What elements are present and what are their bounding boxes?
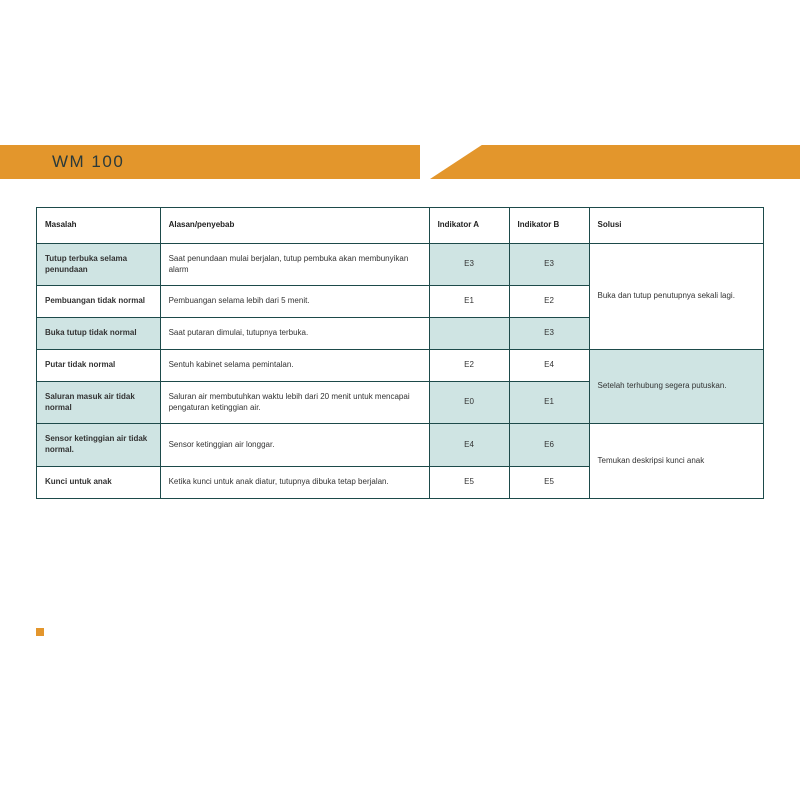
cell-masalah: Kunci untuk anak — [37, 466, 161, 498]
title-bar-wedge — [430, 145, 800, 179]
cell-indikator-b: E5 — [509, 466, 589, 498]
cell-alasan: Pembuangan selama lebih dari 5 menit. — [160, 286, 429, 318]
cell-masalah: Tutup terbuka selama penundaan — [37, 243, 161, 286]
table-row: Sensor ketinggian air tidak normal.Senso… — [37, 424, 764, 467]
error-table: Masalah Alasan/penyebab Indikator A Indi… — [36, 207, 764, 499]
cell-indikator-a: E5 — [429, 466, 509, 498]
cell-indikator-a: E4 — [429, 424, 509, 467]
col-header-masalah: Masalah — [37, 208, 161, 244]
cell-alasan: Sensor ketinggian air longgar. — [160, 424, 429, 467]
cell-alasan: Ketika kunci untuk anak diatur, tutupnya… — [160, 466, 429, 498]
cell-masalah: Buka tutup tidak normal — [37, 318, 161, 350]
cell-indikator-b: E4 — [509, 349, 589, 381]
cell-masalah: Pembuangan tidak normal — [37, 286, 161, 318]
cell-indikator-b: E2 — [509, 286, 589, 318]
table-head: Masalah Alasan/penyebab Indikator A Indi… — [37, 208, 764, 244]
table-row: Tutup terbuka selama penundaanSaat penun… — [37, 243, 764, 286]
cell-indikator-a: E3 — [429, 243, 509, 286]
table-body: Tutup terbuka selama penundaanSaat penun… — [37, 243, 764, 498]
cell-indikator-b: E1 — [509, 381, 589, 424]
cell-masalah: Saluran masuk air tidak normal — [37, 381, 161, 424]
col-header-indA: Indikator A — [429, 208, 509, 244]
cell-indikator-b: E3 — [509, 318, 589, 350]
col-header-alasan: Alasan/penyebab — [160, 208, 429, 244]
cell-indikator-b: E6 — [509, 424, 589, 467]
footer-square-icon — [36, 628, 44, 636]
error-table-container: Masalah Alasan/penyebab Indikator A Indi… — [36, 207, 764, 499]
col-header-indB: Indikator B — [509, 208, 589, 244]
cell-solusi: Setelah terhubung segera putuskan. — [589, 349, 764, 423]
cell-indikator-a: E1 — [429, 286, 509, 318]
col-header-solusi: Solusi — [589, 208, 764, 244]
table-row: Putar tidak normalSentuh kabinet selama … — [37, 349, 764, 381]
cell-indikator-b: E3 — [509, 243, 589, 286]
cell-solusi: Buka dan tutup penutupnya sekali lagi. — [589, 243, 764, 349]
title-bar: WM 100 — [0, 145, 800, 179]
cell-solusi: Temukan deskripsi kunci anak — [589, 424, 764, 498]
cell-alasan: Saat penundaan mulai berjalan, tutup pem… — [160, 243, 429, 286]
cell-alasan: Saluran air membutuhkan waktu lebih dari… — [160, 381, 429, 424]
cell-alasan: Saat putaran dimulai, tutupnya terbuka. — [160, 318, 429, 350]
cell-indikator-a: E2 — [429, 349, 509, 381]
cell-alasan: Sentuh kabinet selama pemintalan. — [160, 349, 429, 381]
cell-masalah: Sensor ketinggian air tidak normal. — [37, 424, 161, 467]
page-title: WM 100 — [52, 145, 124, 179]
cell-indikator-a — [429, 318, 509, 350]
cell-masalah: Putar tidak normal — [37, 349, 161, 381]
table-header-row: Masalah Alasan/penyebab Indikator A Indi… — [37, 208, 764, 244]
cell-indikator-a: E0 — [429, 381, 509, 424]
page: WM 100 Masalah Alasan/penyebab Indikator… — [0, 0, 800, 800]
